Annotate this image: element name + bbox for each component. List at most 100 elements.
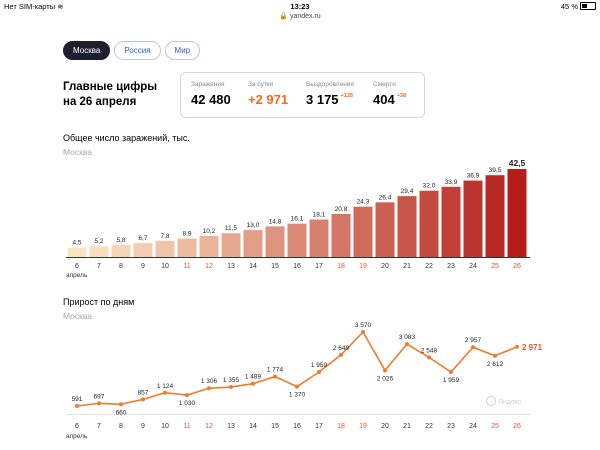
data-point bbox=[207, 386, 211, 391]
bar bbox=[67, 247, 87, 257]
x-tick-label: 20 bbox=[381, 263, 389, 270]
x-tick-label: 16 bbox=[293, 263, 301, 270]
x-tick-label: 13 bbox=[227, 423, 235, 430]
x-tick-label: 21 bbox=[403, 423, 411, 430]
x-tick-label: 17 bbox=[315, 263, 323, 270]
bar bbox=[397, 196, 417, 257]
bar bbox=[155, 240, 175, 257]
bar-chart-subtitle: Москва bbox=[63, 147, 93, 157]
x-tick-label: 20 bbox=[381, 423, 389, 430]
stat-value: 42 480 bbox=[191, 92, 231, 107]
tab-moscow[interactable]: Москва bbox=[63, 41, 111, 60]
bar bbox=[309, 219, 329, 257]
x-tick-label: 7 bbox=[97, 423, 101, 430]
point-data-label: 1 355 bbox=[223, 377, 240, 384]
x-tick-label: 18 bbox=[337, 263, 345, 270]
point-data-label: 2 548 bbox=[421, 347, 438, 354]
bar-data-label: 5,2 bbox=[94, 238, 103, 245]
lock-icon: 🔒 bbox=[279, 13, 288, 20]
point-data-label: 3 570 bbox=[355, 322, 372, 329]
point-data-label: 1 030 bbox=[179, 400, 196, 407]
data-point bbox=[97, 401, 101, 406]
bar bbox=[133, 243, 153, 257]
x-tick-label: 24 bbox=[469, 423, 477, 430]
bar bbox=[419, 190, 439, 257]
x-tick-label: 24 bbox=[469, 263, 477, 270]
stat-label: За сутки bbox=[248, 81, 274, 88]
data-point bbox=[229, 385, 233, 390]
stat-label: Заражения bbox=[191, 81, 225, 88]
bar bbox=[441, 186, 461, 257]
tab-russia[interactable]: Россия bbox=[114, 41, 161, 60]
data-point bbox=[405, 342, 409, 347]
x-tick-label: 22 bbox=[425, 423, 433, 430]
stat-delta: +38 bbox=[396, 93, 407, 99]
bar-data-label: 10,2 bbox=[203, 228, 216, 235]
bar-data-label: 6,7 bbox=[138, 235, 147, 242]
bar bbox=[507, 169, 527, 257]
stat-label: Выздоровления bbox=[306, 81, 354, 88]
clock: 13:23 bbox=[290, 2, 310, 11]
yandex-watermark: Яндекс bbox=[486, 396, 522, 406]
data-point bbox=[119, 402, 123, 407]
bar-data-label: 24,3 bbox=[357, 199, 370, 206]
x-tick-label: 9 bbox=[141, 263, 145, 270]
bar bbox=[375, 202, 395, 257]
point-data-label: 2 026 bbox=[377, 375, 394, 382]
bar bbox=[243, 230, 263, 257]
x-tick-label: 23 bbox=[447, 423, 455, 430]
bar bbox=[265, 226, 285, 257]
stat-value: 404 +38 bbox=[373, 92, 407, 107]
data-point bbox=[273, 374, 277, 379]
bar bbox=[353, 206, 373, 257]
x-tick-label: 13 bbox=[227, 263, 235, 270]
bar bbox=[199, 235, 219, 257]
url-bar[interactable]: 🔒 yandex.ru bbox=[0, 12, 600, 20]
data-point bbox=[449, 370, 453, 375]
data-point bbox=[515, 344, 519, 349]
x-tick-label: 15 bbox=[271, 423, 279, 430]
x-tick-label: 6 bbox=[75, 423, 79, 430]
x-tick-label: 8 bbox=[119, 263, 123, 270]
stat-daily: За сутки +2 971 bbox=[248, 81, 288, 107]
bar-chart-title: Общее число заражений, тыс. bbox=[63, 133, 190, 143]
point-data-label: 1 124 bbox=[157, 383, 174, 390]
data-point bbox=[339, 352, 343, 357]
x-tick-label: 14 bbox=[249, 423, 257, 430]
bar bbox=[463, 180, 483, 257]
bar-data-label: 32,0 bbox=[423, 183, 436, 190]
x-tick-label: 16 bbox=[293, 423, 301, 430]
x-tick-label: 8 bbox=[119, 423, 123, 430]
bar-data-label: 26,4 bbox=[379, 194, 392, 201]
x-tick-label: 10 bbox=[161, 263, 169, 270]
data-point bbox=[383, 368, 387, 373]
stats-card: Заражения 42 480 За сутки +2 971 Выздоро… bbox=[180, 72, 425, 118]
x-tick-label: 26 bbox=[513, 263, 521, 270]
bar-data-label: 16,1 bbox=[291, 216, 304, 223]
x-tick-label: 25 bbox=[491, 263, 499, 270]
x-tick-label: 12 bbox=[205, 423, 213, 430]
point-data-label: 1 489 bbox=[245, 374, 262, 381]
x-tick-label: 7 bbox=[97, 263, 101, 270]
tab-world[interactable]: Мир bbox=[164, 41, 201, 60]
stat-infections: Заражения 42 480 bbox=[191, 81, 231, 107]
x-tick-label: 9 bbox=[141, 423, 145, 430]
x-tick-label: 11 bbox=[183, 423, 190, 430]
bar-data-label: 4,5 bbox=[72, 240, 81, 247]
status-bar: Нет SIM-карты ≋ 13:23 45 % bbox=[0, 0, 600, 14]
point-data-label: 660 bbox=[116, 409, 127, 416]
x-tick-label: 6 bbox=[75, 263, 79, 270]
bar-data-label: 29,4 bbox=[401, 188, 414, 195]
stat-value: +2 971 bbox=[248, 92, 289, 107]
x-tick-label: 25 bbox=[491, 423, 499, 430]
line-chart-subtitle: Москва bbox=[63, 311, 93, 321]
stat-delta: +128 bbox=[340, 93, 353, 99]
bar-data-label: 7,8 bbox=[160, 233, 169, 240]
x-tick-label: 11 bbox=[183, 263, 190, 270]
point-data-label: 3 083 bbox=[399, 334, 416, 341]
data-point bbox=[295, 384, 299, 389]
data-point bbox=[251, 381, 255, 386]
data-point bbox=[75, 404, 79, 408]
bar bbox=[221, 233, 241, 257]
